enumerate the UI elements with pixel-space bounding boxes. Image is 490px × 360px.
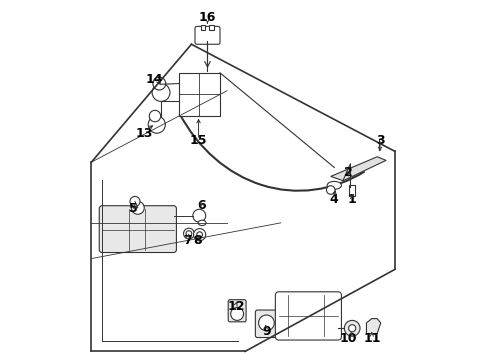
- Circle shape: [148, 116, 165, 133]
- FancyBboxPatch shape: [275, 292, 342, 340]
- Text: 11: 11: [363, 333, 381, 346]
- Circle shape: [152, 84, 170, 102]
- Bar: [348, 185, 355, 196]
- Bar: [209, 24, 214, 30]
- Text: 12: 12: [227, 300, 245, 313]
- Circle shape: [259, 315, 274, 331]
- Ellipse shape: [327, 181, 342, 189]
- Circle shape: [131, 202, 144, 214]
- Circle shape: [193, 209, 206, 222]
- Circle shape: [231, 307, 244, 320]
- Text: 10: 10: [340, 333, 357, 346]
- Text: 4: 4: [329, 193, 338, 206]
- FancyBboxPatch shape: [195, 26, 220, 44]
- Circle shape: [149, 111, 161, 122]
- Text: 14: 14: [145, 73, 163, 86]
- Text: 3: 3: [376, 134, 385, 147]
- Text: 6: 6: [197, 198, 206, 212]
- Circle shape: [153, 77, 166, 90]
- FancyBboxPatch shape: [228, 300, 246, 322]
- Circle shape: [344, 320, 360, 336]
- Text: 7: 7: [183, 234, 192, 247]
- Text: 13: 13: [136, 127, 153, 140]
- Circle shape: [326, 186, 335, 194]
- Text: 1: 1: [348, 193, 357, 206]
- Circle shape: [130, 197, 140, 206]
- Ellipse shape: [198, 220, 206, 226]
- Text: 9: 9: [262, 325, 271, 338]
- Text: 2: 2: [344, 166, 353, 179]
- Polygon shape: [367, 319, 381, 334]
- Text: 5: 5: [129, 202, 138, 215]
- Text: 15: 15: [190, 134, 207, 147]
- Bar: [201, 24, 205, 30]
- Circle shape: [348, 325, 356, 332]
- Bar: [179, 73, 220, 116]
- Circle shape: [184, 228, 194, 239]
- Circle shape: [186, 231, 192, 237]
- Text: 16: 16: [199, 11, 216, 24]
- FancyBboxPatch shape: [255, 310, 277, 338]
- FancyBboxPatch shape: [99, 206, 176, 252]
- Circle shape: [194, 229, 206, 241]
- Text: 8: 8: [194, 234, 202, 247]
- Circle shape: [197, 232, 202, 238]
- Polygon shape: [331, 157, 386, 181]
